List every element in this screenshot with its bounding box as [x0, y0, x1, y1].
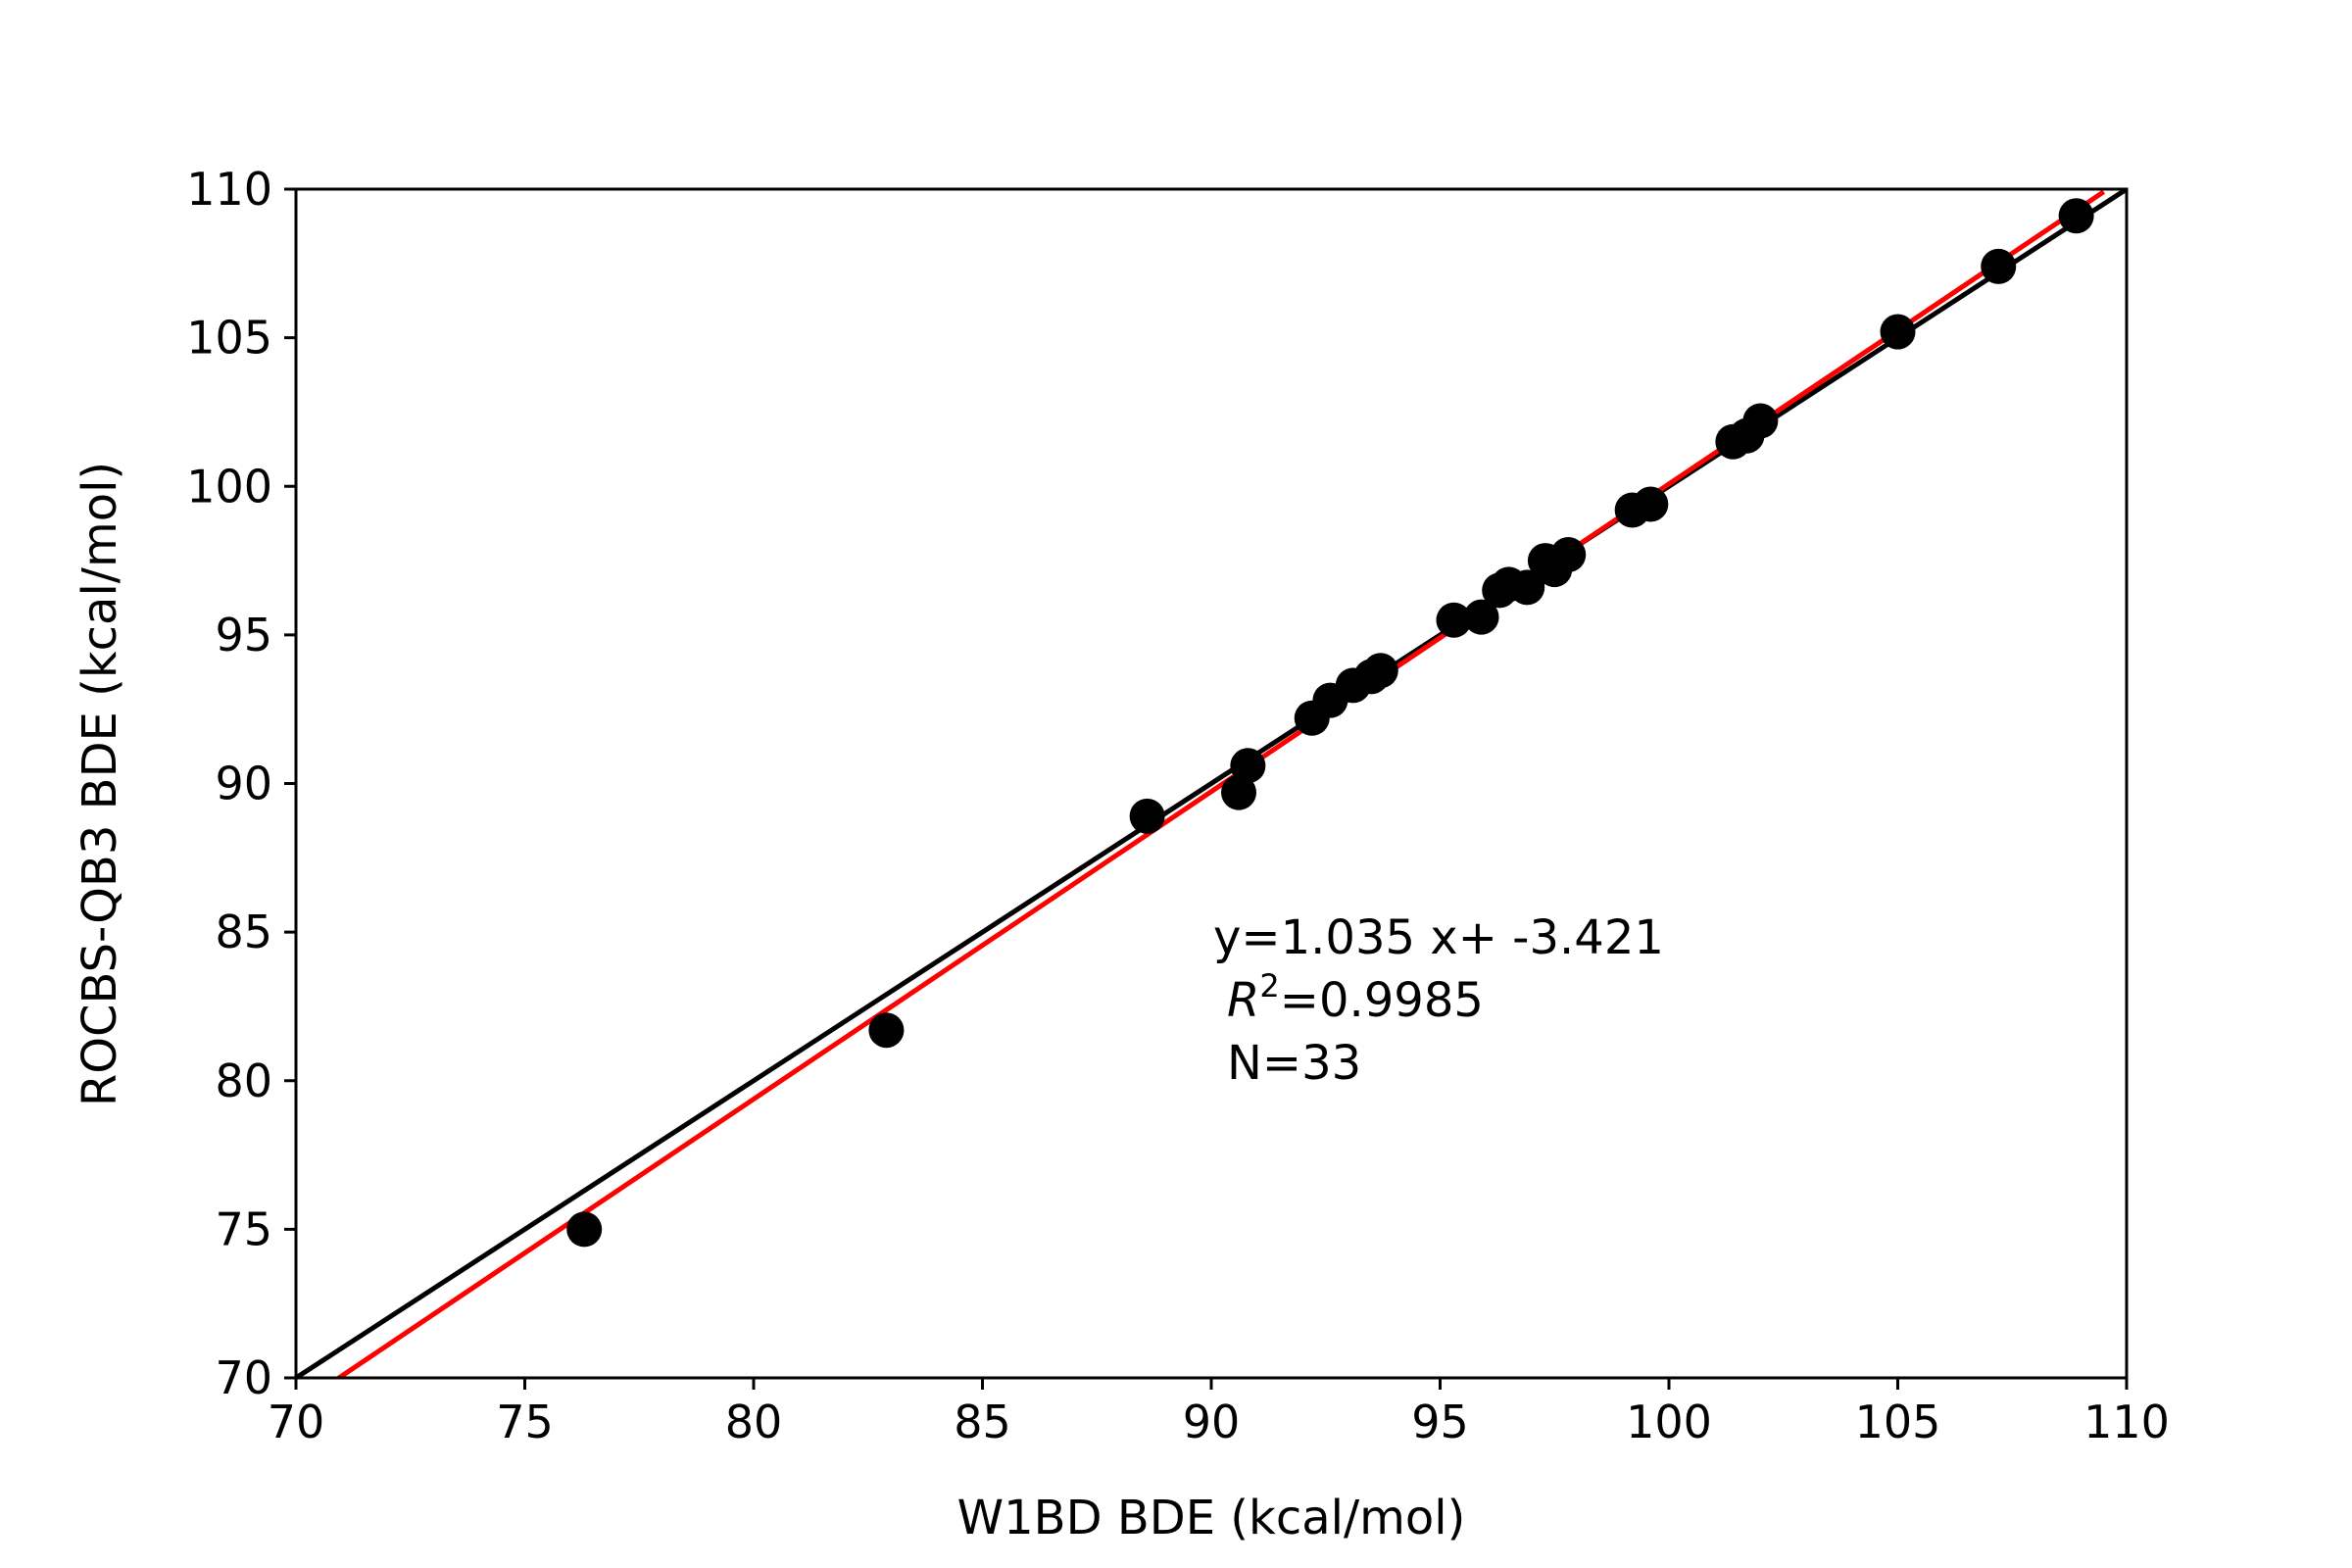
y-tick-label: 100 [186, 460, 272, 513]
x-tick-label: 70 [268, 1396, 325, 1448]
data-point [1230, 748, 1266, 784]
r-squared: R2=0.9985 [1227, 967, 1484, 1028]
data-point [2058, 198, 2094, 234]
y-tick-label: 90 [215, 758, 272, 810]
data-point [1550, 536, 1587, 572]
y-tick-label: 85 [215, 906, 272, 958]
y-axis-label: ROCBS-QB3 BDE (kcal/mol) [73, 462, 127, 1106]
sample-count: N=33 [1227, 1036, 1361, 1091]
y-tick-label: 105 [186, 312, 272, 365]
x-tick-label: 90 [1183, 1396, 1241, 1448]
fit-annotation: y=1.035 x+ -3.421 R2=0.9985 N=33 [1213, 910, 1664, 1091]
x-axis-label: W1BD BDE (kcal/mol) [957, 1491, 1466, 1545]
y-tick-label: 80 [215, 1054, 272, 1107]
x-tick-label: 85 [954, 1396, 1011, 1448]
x-tick-label: 100 [1626, 1396, 1712, 1448]
data-point [1463, 599, 1499, 635]
x-axis-ticks: 70 75 80 85 90 95 100 105 110 [268, 1378, 2170, 1448]
y-axis-ticks: 70 75 80 85 90 95 100 105 110 [186, 163, 296, 1404]
x-tick-label: 110 [2083, 1396, 2170, 1448]
y-tick-label: 70 [215, 1351, 272, 1404]
data-point [1509, 569, 1545, 606]
data-point [1633, 486, 1669, 522]
identity-line [296, 189, 2127, 1378]
x-tick-label: 95 [1411, 1396, 1469, 1448]
data-point [868, 1012, 905, 1049]
plot-lines [296, 189, 2127, 1378]
fit-line [334, 189, 2106, 1378]
data-point [1436, 602, 1472, 638]
x-tick-label: 80 [725, 1396, 783, 1448]
fit-equation: y=1.035 x+ -3.421 [1213, 910, 1664, 965]
data-point [1880, 314, 1916, 350]
data-point [1221, 774, 1257, 810]
data-point [1742, 403, 1779, 439]
plot-points [566, 198, 2094, 1248]
x-tick-label: 75 [496, 1396, 554, 1448]
data-point [566, 1211, 603, 1248]
y-tick-label: 110 [186, 163, 272, 216]
y-tick-label: 95 [215, 609, 272, 662]
data-point [1981, 248, 2017, 284]
data-point [1362, 653, 1398, 689]
data-point [1129, 798, 1165, 834]
x-tick-label: 105 [1855, 1396, 1941, 1448]
y-tick-label: 75 [215, 1202, 272, 1255]
